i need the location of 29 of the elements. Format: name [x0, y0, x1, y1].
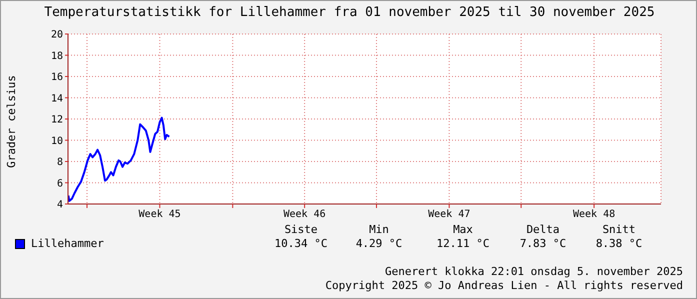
text: 10.34 °C	[274, 237, 328, 250]
x-tick-label: Week 48	[572, 209, 616, 220]
x-tick-label: Week 47	[428, 209, 470, 220]
text: Copyright 2025 © Jo Andreas Lien - All rights reserved	[325, 279, 683, 292]
y-axis-title: Grader celsius	[4, 74, 18, 168]
chart-title: Temperaturstatistikk for Lillehammer fra 01 november 2025 til 30 november 2025	[43, 5, 656, 20]
text: Generert klokka 22:01 onsdag 5. november 2025	[384, 265, 683, 278]
y-tick-label: 16	[50, 72, 63, 84]
text: Snitt	[601, 223, 637, 236]
y-tick-label: 14	[50, 93, 63, 104]
y-tick-label: 20	[50, 30, 63, 41]
y-tick-label: 12	[50, 114, 63, 126]
y-tick-label: 10	[50, 136, 63, 147]
y-tick-label: 4	[56, 200, 63, 211]
legend-label: Lillehammer	[30, 237, 104, 250]
text: Delta	[525, 223, 561, 236]
y-tick-label: 8	[56, 157, 63, 168]
y-tick-label: 6	[56, 178, 63, 190]
text: 7.83 °C	[518, 237, 568, 250]
x-tick-label: Week 45	[138, 209, 181, 220]
y-tick-label: 18	[50, 50, 63, 62]
text: 4.29 °C	[354, 237, 404, 250]
text: Max	[452, 223, 474, 236]
x-tick-label: Week 46	[284, 209, 326, 220]
text: 8.38 °C	[594, 237, 644, 250]
text: Min	[368, 223, 390, 236]
text: Siste	[283, 223, 319, 236]
text: 12.11 °C	[436, 237, 490, 250]
line-series	[68, 116, 170, 202]
